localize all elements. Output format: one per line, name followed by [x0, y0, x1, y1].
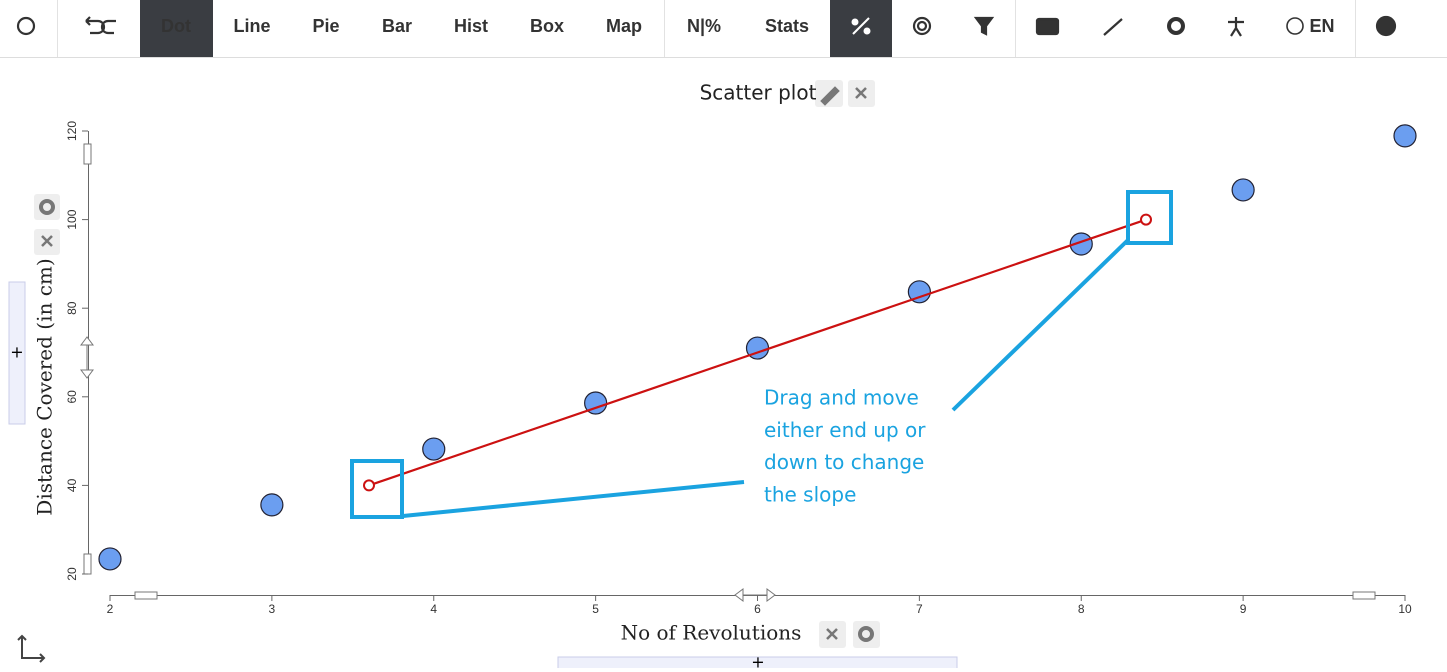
x-tick-label: 10 — [1398, 602, 1412, 616]
active-tab[interactable] — [140, 0, 213, 57]
toolbar-item[interactable]: Dot — [161, 16, 191, 36]
slope-icon — [851, 17, 871, 35]
point[interactable] — [907, 280, 931, 304]
x-tick-label: 6 — [754, 602, 761, 616]
toolbar-item[interactable]: Map — [606, 16, 642, 36]
help-icon[interactable] — [1375, 15, 1397, 37]
annotation-callouts — [350, 190, 1173, 519]
x-tick-label: 7 — [916, 602, 923, 616]
x-axis-label[interactable]: No of Revolutions — [621, 621, 802, 645]
annotation-text: the slope — [764, 482, 856, 506]
toolbar-item[interactable]: Pie — [312, 16, 339, 36]
toolbar-item[interactable]: Hist — [454, 16, 488, 36]
toolbar-item[interactable]: N|% — [687, 16, 721, 36]
x-tick-label: 8 — [1078, 602, 1085, 616]
camera-icon[interactable] — [1035, 17, 1060, 36]
accessibility-icon[interactable] — [1228, 17, 1244, 37]
point[interactable] — [422, 437, 446, 461]
x-tick-label: 4 — [430, 602, 437, 616]
point[interactable] — [1069, 232, 1093, 256]
y-tick-label: 120 — [65, 121, 79, 141]
trend-tool-active[interactable] — [830, 0, 892, 57]
target-icon[interactable] — [912, 16, 932, 36]
toolbar — [0, 0, 1447, 57]
y-drop-zone[interactable] — [8, 281, 26, 425]
toolbar-item[interactable]: Line — [233, 16, 270, 36]
trend-handle[interactable] — [1140, 213, 1152, 226]
point[interactable] — [1231, 178, 1255, 202]
settings-icon[interactable] — [1167, 17, 1185, 35]
axes-icon[interactable] — [17, 634, 46, 663]
x-drop-plus[interactable]: + — [751, 653, 764, 672]
point[interactable] — [1393, 124, 1417, 148]
point[interactable] — [260, 493, 284, 517]
y-drop-plus[interactable]: + — [10, 343, 23, 362]
trend-line[interactable] — [368, 218, 1147, 487]
toolbar-icons — [16, 15, 1397, 37]
toolbar-item[interactable]: Bar — [382, 16, 412, 36]
language[interactable]: EN — [1309, 16, 1334, 36]
toolbar-item[interactable]: Stats — [765, 16, 809, 36]
globe-icon[interactable] — [1286, 17, 1304, 35]
pen-icon[interactable] — [1103, 18, 1123, 36]
chart-title[interactable]: Scatter plot — [700, 81, 817, 105]
annotation-text: Drag and move — [764, 386, 919, 410]
annotation-text: either end up or — [764, 418, 926, 442]
axis-handles[interactable] — [80, 143, 1376, 602]
point[interactable] — [98, 547, 122, 571]
y-axis-label[interactable]: Distance Covered (in cm) — [33, 258, 57, 515]
reset-icon[interactable] — [16, 16, 36, 36]
y-tick-label: 60 — [65, 390, 79, 404]
button-icons[interactable] — [39, 86, 874, 642]
x-tick-label: 3 — [269, 602, 276, 616]
annotation-text: down to change — [764, 450, 924, 474]
x-tick-label: 2 — [107, 602, 114, 616]
separators — [57, 0, 1356, 57]
y-tick-label: 80 — [65, 301, 79, 315]
y-tick-label: 40 — [65, 478, 79, 492]
filter-icon[interactable] — [973, 16, 995, 36]
undo-redo-icon[interactable] — [85, 16, 116, 35]
buttons — [34, 80, 880, 648]
trend-handle[interactable] — [363, 479, 375, 492]
y-tick-label: 100 — [65, 209, 79, 229]
x-tick-label: 9 — [1240, 602, 1247, 616]
toolbar-item[interactable]: Box — [530, 16, 564, 36]
x-tick-label: 5 — [592, 602, 599, 616]
y-tick-label: 20 — [65, 567, 79, 581]
